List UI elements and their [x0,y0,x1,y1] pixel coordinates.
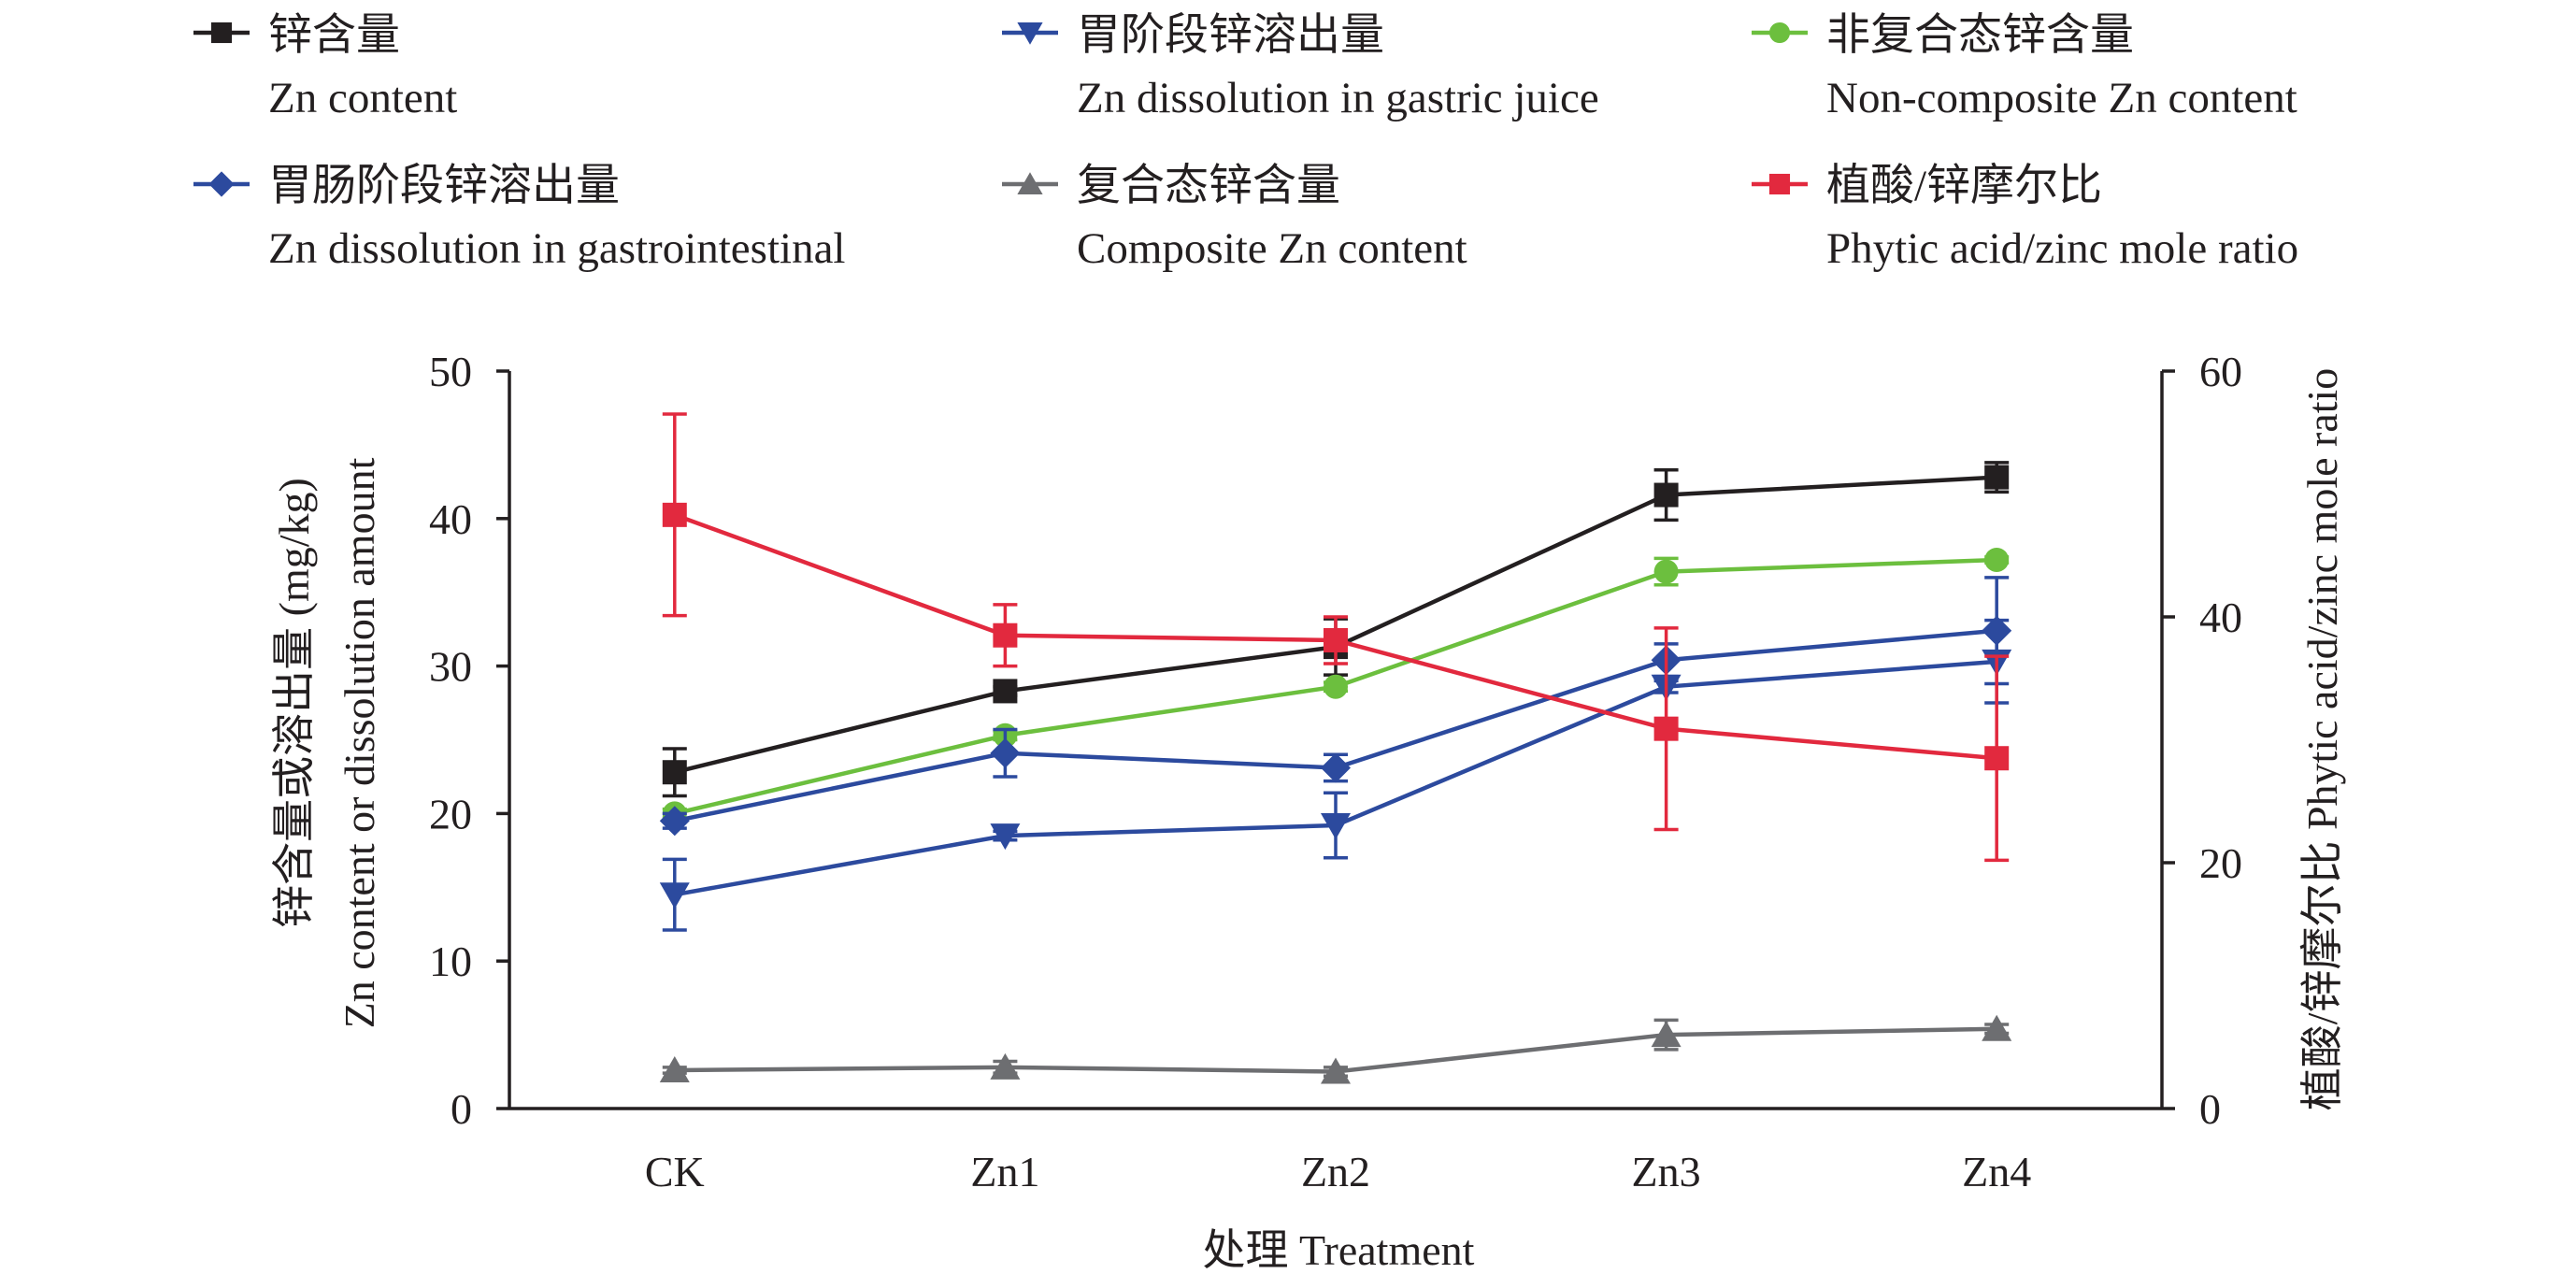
left-y-tick-label: 20 [429,790,472,837]
data-point-ck [659,882,690,909]
legend-label-cn: 植酸/锌摩尔比 [1826,162,2102,210]
data-point-zn2 [1324,674,1348,699]
right-y-tick-label: 0 [2199,1085,2221,1133]
x-tick-label: Zn3 [1632,1148,1701,1195]
data-point-zn2 [1321,752,1351,783]
legend-label-cn: 胃肠阶段锌溶出量 [268,162,620,210]
data-point-ck [662,502,687,527]
left-y-axis-title-en: Zn content or dissolution amount [336,457,383,1028]
left-y-ticks: 0 10 20 30 40 50 [429,348,509,1133]
data-point-ck [659,806,690,837]
data-point-zn4 [1982,615,2012,646]
left-y-tick-label: 50 [429,348,472,395]
data-point-zn2 [1321,813,1351,840]
x-tick-label: CK [645,1148,705,1195]
data-point-zn4 [1984,746,2010,771]
legend-item: 复合态锌含量 Composite Zn content [1002,162,1467,273]
legend-diamond-marker-icon [208,171,235,197]
legend-label-en: Non-composite Zn content [1826,74,2297,122]
data-point-zn4 [1984,547,2010,572]
x-tick-labels: CK Zn1 Zn2 Zn3 Zn4 [645,1148,2031,1195]
legend-label-cn: 非复合态锌含量 [1826,11,2134,60]
legend-triangle-up-marker-icon [1017,172,1043,195]
series-4 [659,576,2012,837]
right-y-axis-title: 植酸/锌摩尔比 Phytic acid/zinc mole ratio [2298,368,2346,1111]
legend-label-en: Phytic acid/zinc mole ratio [1826,224,2298,273]
legend-circle-marker-icon [1768,21,1791,44]
data-point-zn4 [1982,1014,2012,1041]
right-y-ticks: 0 20 40 60 [2162,348,2242,1133]
series-6 [662,412,2010,863]
axes [508,371,2164,1110]
data-point-zn3 [1653,559,1679,584]
legend-label-cn: 复合态锌含量 [1077,162,1340,210]
data-point-zn1 [993,623,1018,648]
legend-label-cn: 胃阶段锌溶出量 [1077,11,1384,60]
data-point-zn2 [1324,627,1348,652]
data-point-zn1 [990,823,1021,851]
left-y-tick-label: 10 [429,937,472,985]
x-tick-label: Zn1 [970,1148,1039,1195]
legend-label-en: Zn content [268,74,457,122]
legend: 锌含量 Zn content 胃阶段锌溶出量 Zn dissolution in ga… [193,11,2298,273]
legend-item: 非复合态锌含量 Non-composite Zn content [1752,11,2297,122]
legend-item: 植酸/锌摩尔比 Phytic acid/zinc mole ratio [1752,162,2298,273]
legend-label-en: Zn dissolution in gastric juice [1077,74,1599,122]
legend-item: 胃阶段锌溶出量 Zn dissolution in gastric juice [1002,11,1599,122]
legend-item: 锌含量 Zn content [193,11,457,122]
data-point-zn1 [990,737,1021,768]
legend-item: 胃肠阶段锌溶出量 Zn dissolution in gastrointestin… [193,162,846,273]
data-point-ck [662,760,687,785]
x-tick-label: Zn4 [1962,1148,2031,1195]
data-point-zn1 [993,679,1018,704]
left-y-tick-label: 0 [451,1085,472,1133]
x-tick-label: Zn2 [1301,1148,1370,1195]
legend-label-cn: 锌含量 [268,11,400,60]
legend-label-en: Zn dissolution in gastrointestinal [268,224,846,273]
x-axis-title: 处理 Treatment [1203,1226,1475,1274]
right-y-tick-label: 20 [2199,839,2242,887]
left-y-tick-label: 40 [429,495,472,543]
legend-square-marker-icon [210,21,233,44]
right-y-tick-label: 40 [2199,594,2242,641]
data-point-zn2 [1321,1057,1351,1084]
left-y-axis-title-cn: 锌含量或溶出量 (mg/kg) [270,478,318,928]
data-point-zn3 [1651,1021,1682,1048]
series-5 [659,1014,2012,1084]
legend-square-marker-icon [1768,173,1791,195]
data-point-zn3 [1653,482,1679,508]
legend-triangle-down-marker-icon [1017,21,1043,45]
data-point-ck [659,1055,690,1082]
right-y-tick-label: 60 [2199,348,2242,395]
left-y-tick-label: 30 [429,643,472,691]
data-point-zn4 [1984,465,2010,490]
data-point-zn3 [1653,716,1679,741]
series-layer [659,412,2012,1084]
data-point-zn1 [990,1052,1021,1080]
legend-label-en: Composite Zn content [1077,224,1467,273]
